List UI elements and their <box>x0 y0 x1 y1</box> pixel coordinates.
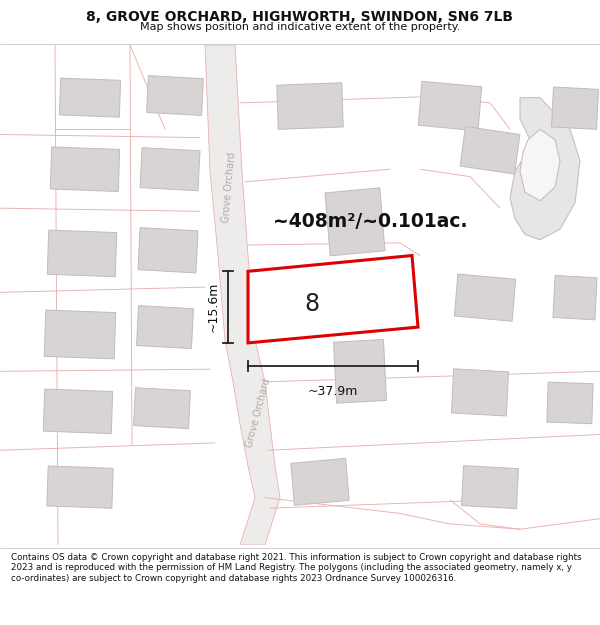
Bar <box>146 76 203 116</box>
Bar <box>460 126 520 174</box>
Bar <box>547 382 593 424</box>
Text: ~15.6m: ~15.6m <box>207 282 220 332</box>
Bar <box>137 306 193 349</box>
Bar <box>134 388 190 429</box>
Polygon shape <box>248 256 418 343</box>
Bar <box>454 274 515 321</box>
Text: ~408m²/~0.101ac.: ~408m²/~0.101ac. <box>273 213 467 231</box>
Polygon shape <box>510 98 580 240</box>
Bar <box>325 188 385 256</box>
Text: Grove Orchard: Grove Orchard <box>244 378 272 449</box>
Bar <box>277 82 343 129</box>
Bar <box>418 81 482 131</box>
Bar <box>140 148 200 191</box>
Text: ~37.9m: ~37.9m <box>308 385 358 398</box>
Bar <box>50 147 119 191</box>
Polygon shape <box>205 45 280 545</box>
Bar <box>59 78 121 117</box>
Text: 8, GROVE ORCHARD, HIGHWORTH, SWINDON, SN6 7LB: 8, GROVE ORCHARD, HIGHWORTH, SWINDON, SN… <box>86 10 514 24</box>
Bar <box>43 389 113 434</box>
Text: 8: 8 <box>304 292 319 316</box>
Bar <box>47 466 113 508</box>
Bar <box>334 339 386 403</box>
Bar <box>291 458 349 506</box>
Bar <box>461 466 518 509</box>
Bar <box>451 369 509 416</box>
Bar <box>44 310 116 359</box>
Bar <box>47 230 117 277</box>
Text: Map shows position and indicative extent of the property.: Map shows position and indicative extent… <box>140 22 460 32</box>
Bar <box>553 276 597 320</box>
Bar <box>551 87 598 129</box>
Bar <box>138 228 198 273</box>
Text: Contains OS data © Crown copyright and database right 2021. This information is : Contains OS data © Crown copyright and d… <box>11 553 581 582</box>
Polygon shape <box>520 129 560 201</box>
Text: Grove Orchard: Grove Orchard <box>221 151 237 223</box>
